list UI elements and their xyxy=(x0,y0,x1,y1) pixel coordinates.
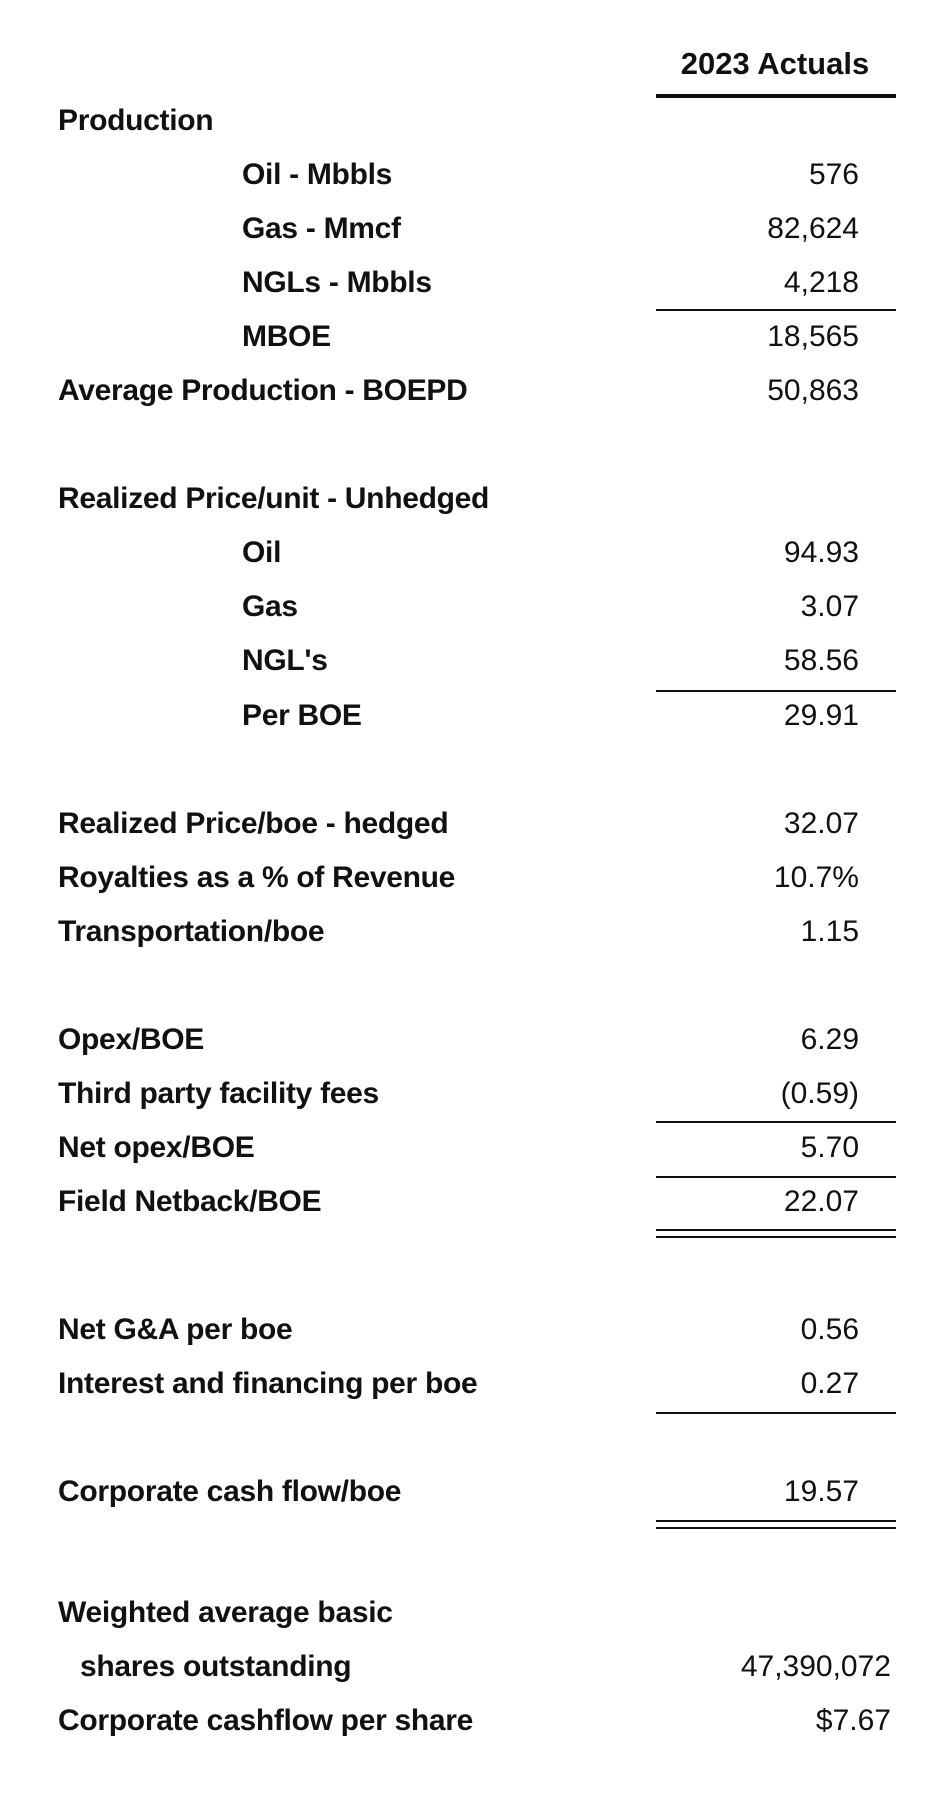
subtotal-rule xyxy=(656,690,896,692)
total-double-rule xyxy=(656,1520,896,1529)
weighted-average-label-line2: shares outstanding xyxy=(80,1650,352,1683)
unhedged-gas-value: 3.07 xyxy=(800,590,859,623)
gas-mmcf-value: 82,624 xyxy=(767,212,859,245)
unhedged-ngl-value: 58.56 xyxy=(783,644,859,677)
unhedged-ngl-label: NGL's xyxy=(242,644,328,677)
avg-production-label: Average Production - BOEPD xyxy=(58,374,468,407)
gas-mmcf-label: Gas - Mmcf xyxy=(242,212,401,245)
header-underline xyxy=(656,94,896,98)
oil-mbbls-value: 576 xyxy=(808,158,859,191)
subtotal-rule xyxy=(656,309,896,311)
field-netback-label: Field Netback/BOE xyxy=(58,1185,322,1218)
transportation-value: 1.15 xyxy=(800,915,859,948)
facility-fees-label: Third party facility fees xyxy=(58,1077,379,1110)
field-netback-value: 22.07 xyxy=(783,1185,859,1218)
subtotal-rule xyxy=(656,1176,896,1178)
section-title-unhedged: Realized Price/unit - Unhedged xyxy=(58,482,490,515)
unhedged-oil-label: Oil xyxy=(242,536,282,569)
total-double-rule xyxy=(656,1229,896,1238)
subtotal-rule xyxy=(656,1412,896,1414)
net-ga-value: 0.56 xyxy=(800,1313,859,1346)
unhedged-gas-label: Gas xyxy=(242,590,298,623)
corporate-cashflow-boe-label: Corporate cash flow/boe xyxy=(58,1475,402,1508)
facility-fees-value: (0.59) xyxy=(780,1077,859,1110)
mboe-label: MBOE xyxy=(242,320,331,353)
weighted-average-shares-value: 47,390,072 xyxy=(740,1650,891,1683)
oil-mbbls-label: Oil - Mbbls xyxy=(242,158,393,191)
subtotal-rule xyxy=(656,1121,896,1123)
net-opex-value: 5.70 xyxy=(800,1131,859,1164)
cashflow-per-share-value: $7.67 xyxy=(815,1704,891,1737)
royalties-label: Royalties as a % of Revenue xyxy=(58,861,456,894)
corporate-cashflow-boe-value: 19.57 xyxy=(783,1475,859,1508)
avg-production-value: 50,863 xyxy=(767,374,859,407)
hedged-price-label: Realized Price/boe - hedged xyxy=(58,807,449,840)
column-header: 2023 Actuals xyxy=(680,46,870,81)
per-boe-value: 29.91 xyxy=(783,699,859,732)
interest-financing-value: 0.27 xyxy=(800,1367,859,1400)
per-boe-label: Per BOE xyxy=(242,699,362,732)
unhedged-oil-value: 94.93 xyxy=(783,536,859,569)
opex-value: 6.29 xyxy=(800,1023,859,1056)
mboe-value: 18,565 xyxy=(767,320,859,353)
opex-label: Opex/BOE xyxy=(58,1023,204,1056)
royalties-value: 10.7% xyxy=(773,861,859,894)
ngls-mbbls-label: NGLs - Mbbls xyxy=(242,266,432,299)
cashflow-per-share-label: Corporate cashflow per share xyxy=(58,1704,474,1737)
hedged-price-value: 32.07 xyxy=(783,807,859,840)
net-opex-label: Net opex/BOE xyxy=(58,1131,255,1164)
interest-financing-label: Interest and financing per boe xyxy=(58,1367,478,1400)
weighted-average-label-line1: Weighted average basic xyxy=(58,1596,393,1629)
transportation-label: Transportation/boe xyxy=(58,915,325,948)
section-title-production: Production xyxy=(58,104,214,137)
ngls-mbbls-value: 4,218 xyxy=(783,266,859,299)
net-ga-label: Net G&A per boe xyxy=(58,1313,293,1346)
